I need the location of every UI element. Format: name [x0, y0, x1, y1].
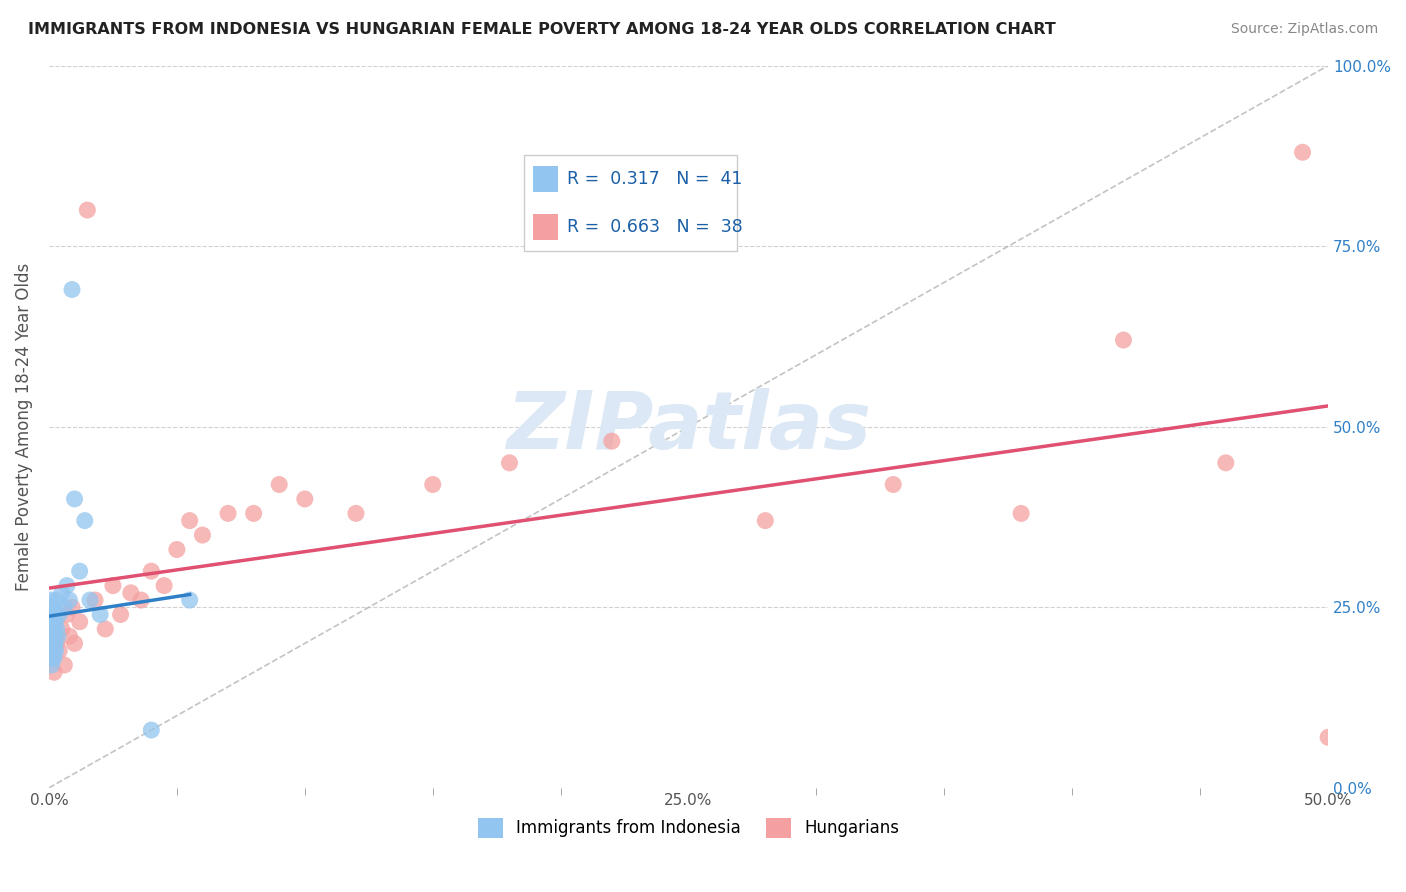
Point [42, 622, 65, 636]
Point [498, 456, 520, 470]
Point [42, 629, 65, 643]
Point [53, 658, 76, 673]
Point [53, 600, 76, 615]
Point [153, 579, 176, 593]
Point [42, 607, 65, 622]
Legend: Immigrants from Indonesia, Hungarians: Immigrants from Indonesia, Hungarians [471, 811, 905, 845]
Point [179, 514, 201, 528]
Point [41, 600, 63, 615]
Point [42, 643, 65, 657]
Point [44, 607, 66, 622]
Point [38, 622, 60, 636]
Point [269, 477, 291, 491]
Point [217, 507, 239, 521]
Point [191, 528, 214, 542]
Point [56, 607, 79, 622]
Point [120, 586, 142, 600]
Point [63, 636, 86, 650]
Point [1010, 507, 1032, 521]
Text: R =  0.663   N =  38: R = 0.663 N = 38 [567, 219, 742, 236]
Text: IMMIGRANTS FROM INDONESIA VS HUNGARIAN FEMALE POVERTY AMONG 18-24 YEAR OLDS CORR: IMMIGRANTS FROM INDONESIA VS HUNGARIAN F… [28, 22, 1056, 37]
Point [39, 643, 62, 657]
Point [39, 629, 62, 643]
Point [51, 622, 73, 636]
Point [41, 658, 63, 673]
Point [45, 622, 67, 636]
Point [242, 507, 264, 521]
Point [294, 491, 316, 506]
Text: R =  0.317   N =  41: R = 0.317 N = 41 [567, 170, 742, 188]
Point [141, 564, 163, 578]
Point [39, 593, 62, 607]
Point [42, 615, 65, 629]
Point [42, 650, 65, 665]
Point [41, 650, 63, 665]
Y-axis label: Female Poverty Among 18-24 Year Olds: Female Poverty Among 18-24 Year Olds [15, 262, 32, 591]
Point [39, 636, 62, 650]
Point [39, 607, 62, 622]
Point [44, 629, 66, 643]
Point [69, 615, 91, 629]
Point [422, 477, 444, 491]
Point [44, 636, 66, 650]
Point [129, 593, 152, 607]
Point [45, 643, 67, 657]
Point [1112, 333, 1135, 347]
Text: ZIPatlas: ZIPatlas [506, 388, 872, 466]
Point [179, 593, 201, 607]
Point [1291, 145, 1313, 160]
Point [101, 579, 124, 593]
Point [39, 650, 62, 665]
Point [60, 600, 83, 615]
Point [56, 579, 79, 593]
Point [1215, 456, 1237, 470]
Point [42, 636, 65, 650]
Point [1317, 731, 1340, 745]
Point [45, 593, 67, 607]
Point [58, 629, 80, 643]
Point [600, 434, 623, 449]
Point [344, 507, 367, 521]
Point [58, 593, 80, 607]
Point [110, 607, 132, 622]
Point [41, 650, 63, 665]
Point [754, 514, 776, 528]
Point [84, 593, 107, 607]
Point [141, 723, 163, 737]
Point [48, 607, 70, 622]
Point [42, 665, 65, 680]
Point [89, 607, 111, 622]
Point [48, 643, 70, 657]
Point [69, 564, 91, 578]
Point [882, 477, 904, 491]
Point [76, 202, 98, 217]
Point [63, 491, 86, 506]
Point [39, 615, 62, 629]
Point [79, 593, 101, 607]
Point [46, 629, 69, 643]
Point [41, 622, 63, 636]
Point [60, 283, 83, 297]
Point [166, 542, 188, 557]
Text: Source: ZipAtlas.com: Source: ZipAtlas.com [1230, 22, 1378, 37]
Point [94, 622, 117, 636]
Point [73, 514, 96, 528]
Point [51, 586, 73, 600]
Point [45, 636, 67, 650]
Point [41, 636, 63, 650]
Point [44, 615, 66, 629]
